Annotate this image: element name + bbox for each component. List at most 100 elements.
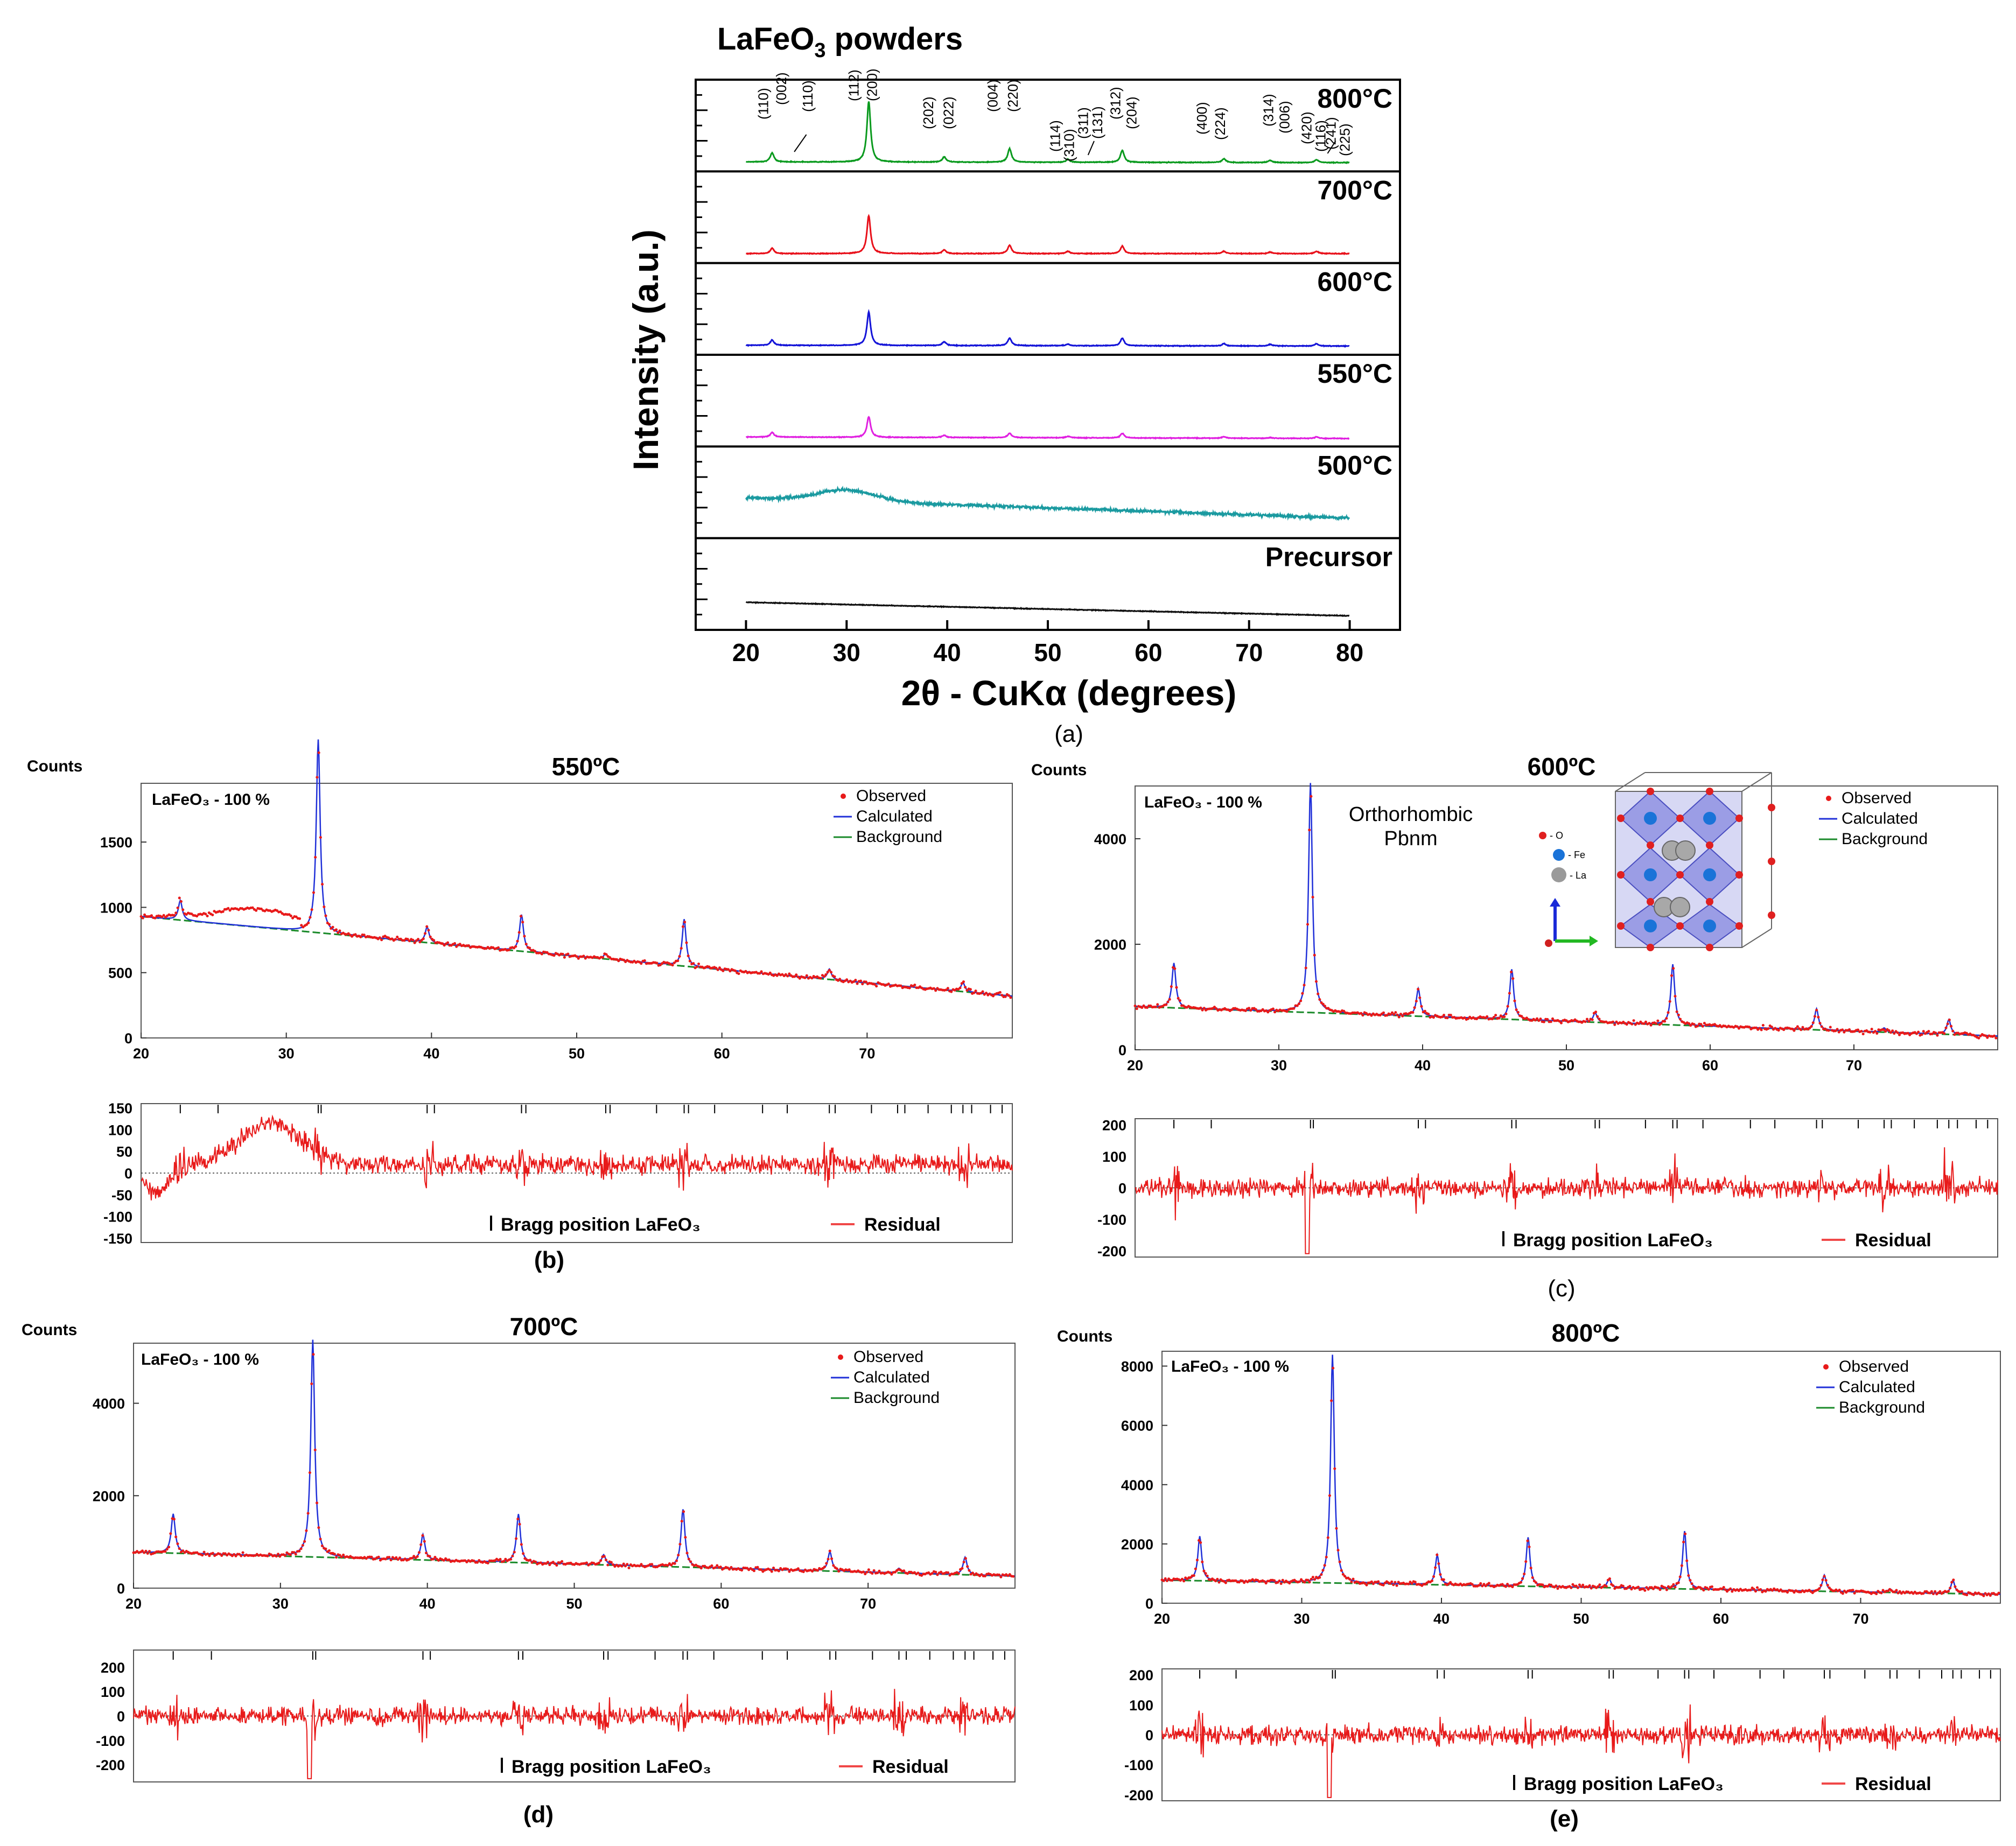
residual-y-tick-label: 100 [101, 1684, 125, 1700]
xrd-trace-1 [746, 214, 1350, 256]
hkl-label: (002) [773, 72, 789, 105]
x-tick-label: 60 [1713, 1611, 1729, 1627]
y-tick-label: 6000 [1121, 1418, 1153, 1434]
panel-e-title: 800ºC [1552, 1319, 1620, 1347]
hkl-label: (200) [864, 68, 880, 101]
panel-b-label: (b) [534, 1247, 564, 1273]
axis-origin-icon [1545, 939, 1552, 947]
legend-calculated: Calculated [856, 808, 933, 825]
residual-curve [1135, 1147, 1998, 1254]
x-tick-label: 30 [1271, 1057, 1287, 1073]
panel-d-label: (d) [523, 1801, 554, 1828]
hkl-label: (006) [1276, 101, 1292, 134]
panel-c-ylabel: Counts [1031, 761, 1087, 779]
hkl-label: (400) [1194, 102, 1210, 135]
y-tick-label: 1500 [100, 834, 132, 851]
lanthanum-atom-icon [1551, 867, 1566, 882]
observed-points [139, 751, 1012, 999]
x-tick-label: 60 [713, 1596, 729, 1612]
xrd-trace-3 [746, 416, 1350, 440]
hkl-label: (204) [1123, 96, 1139, 129]
residual-y-tick-label: 0 [1118, 1181, 1126, 1197]
phase-label: LaFeO₃ - 100 % [1144, 794, 1262, 811]
x-tick-label: 20 [133, 1045, 149, 1062]
hkl-label: (131) [1089, 106, 1105, 139]
y-tick-label: 2000 [93, 1488, 125, 1504]
crystal-structure-inset: Orthorhombic Pbnm - O - Fe - La [1349, 772, 1775, 951]
x-tick-label: 20 [125, 1596, 142, 1612]
hkl-pointer [1327, 141, 1336, 154]
x-tick-label: 70 [859, 1045, 875, 1062]
residual-y-tick-label: 100 [108, 1122, 132, 1138]
residual-y-tick-label: -200 [96, 1757, 125, 1773]
legend-bragg: Bragg position LaFeO₃ [1524, 1774, 1724, 1794]
panel-c-title: 600ºC [1528, 753, 1596, 781]
residual-y-tick-label: 0 [124, 1166, 132, 1182]
oxygen-atom-icon [1539, 832, 1546, 839]
unit-cell-icon [1615, 772, 1775, 951]
x-tick-label: 50 [1558, 1057, 1574, 1073]
series-label: 500°C [1317, 450, 1392, 480]
residual-curve [1161, 1704, 2001, 1798]
residual-y-tick-label: 50 [116, 1144, 132, 1160]
hkl-label: (114) [1047, 120, 1063, 152]
legend-calculated: Calculated [853, 1368, 930, 1386]
residual-y-tick-label: 100 [1102, 1149, 1126, 1165]
hkl-label: (220) [1005, 79, 1021, 112]
y-tick-label: 2000 [1094, 937, 1126, 953]
legend-bragg: Bragg position LaFeO₃ [501, 1215, 701, 1235]
y-tick-label: 4000 [93, 1396, 125, 1412]
residual-y-tick-label: 100 [1129, 1697, 1153, 1714]
residual-y-tick-label: -100 [1097, 1212, 1126, 1228]
xrd-trace-4 [745, 486, 1350, 522]
y-tick-label: 0 [1118, 1042, 1126, 1058]
residual-y-tick-label: 200 [1129, 1667, 1153, 1683]
series-label: 600°C [1317, 267, 1392, 297]
x-tick-label: 70 [1235, 638, 1263, 666]
y-tick-label: 8000 [1121, 1359, 1153, 1375]
panel-a-title: LaFeO3 powders [717, 22, 963, 62]
hkl-pointer [794, 134, 807, 152]
legend-observed: Observed [1842, 789, 1912, 807]
panel-e-label: (e) [1550, 1806, 1579, 1832]
x-tick-label: 60 [1135, 638, 1162, 666]
x-tick-label: 70 [1852, 1611, 1868, 1627]
observed-points [1160, 1366, 2000, 1597]
x-tick-label: 50 [569, 1045, 585, 1062]
y-tick-label: 4000 [1121, 1477, 1153, 1493]
phase-label: LaFeO₃ - 100 % [141, 1351, 259, 1368]
hkl-label: (314) [1261, 94, 1277, 127]
hkl-label: (110) [800, 80, 816, 112]
residual-y-tick-label: -150 [103, 1231, 132, 1247]
hkl-label: (202) [920, 96, 936, 129]
hkl-label: (110) [755, 88, 772, 120]
legend-observed-marker [1823, 1364, 1829, 1370]
residual-y-tick-label: -50 [111, 1187, 132, 1203]
panel-c: 600ºC Counts LaFeO₃ - 100 % 20 30 40 50 60 70 0 20… [1031, 753, 1998, 1259]
hkl-label: (420) [1299, 111, 1315, 144]
x-tick-label: 30 [278, 1045, 295, 1062]
residual-y-tick-label: 0 [117, 1709, 125, 1725]
legend-bragg: Bragg position LaFeO₃ [512, 1757, 711, 1777]
legend-background: Background [853, 1389, 940, 1407]
panel-e: 800ºC Counts LaFeO₃ - 100 % 20 30 40 50 60 70 0 20… [1057, 1319, 2001, 1803]
panel-a-xlabel: 2θ - CuKα (degrees) [901, 673, 1237, 713]
legend-residual: Residual [1855, 1230, 1931, 1251]
panel-a-ylabel: Intensity (a.u.) [626, 229, 666, 470]
residual-y-tick-label: -100 [103, 1209, 132, 1225]
hkl-label: (312) [1108, 87, 1124, 120]
legend-background: Background [856, 828, 942, 846]
y-tick-label: 500 [108, 965, 132, 981]
residual-y-tick-label: -100 [96, 1733, 125, 1749]
x-tick-label: 50 [566, 1596, 582, 1612]
observed-points [132, 1353, 1015, 1578]
legend-observed: Observed [1839, 1358, 1909, 1375]
hkl-label: (241) [1322, 117, 1339, 150]
x-tick-label: 20 [1154, 1611, 1170, 1627]
x-tick-label: 70 [860, 1596, 876, 1612]
y-tick-label: 0 [117, 1581, 125, 1597]
legend-oxygen: - O [1550, 830, 1563, 841]
legend-observed: Observed [853, 1348, 923, 1366]
x-tick-label: 60 [1702, 1057, 1718, 1073]
legend-calculated: Calculated [1839, 1378, 1915, 1396]
